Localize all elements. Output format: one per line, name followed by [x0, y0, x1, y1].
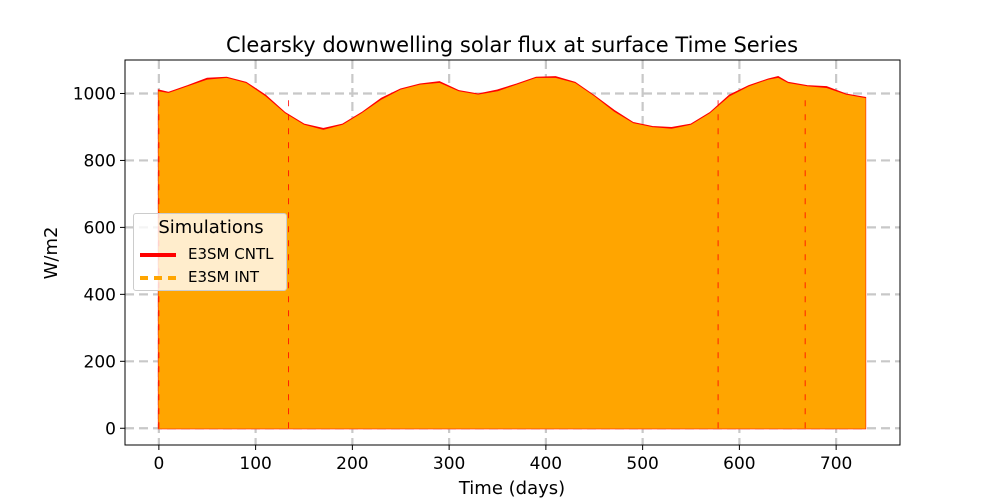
y-tick-label: 0 [105, 419, 116, 439]
x-tick-label: 700 [820, 454, 852, 474]
y-tick-label: 400 [84, 285, 116, 305]
series-e3sm-int [158, 77, 866, 429]
legend-item-e3sm-cntl: E3SM CNTL [138, 245, 286, 265]
y-tick-label: 200 [84, 352, 116, 372]
ticks: 0 100 200 300 400 500 600 700 0 200 400 600 800 1000 [73, 84, 853, 474]
series-layer [157, 76, 867, 430]
y-tick-label: 800 [84, 151, 116, 171]
x-tick-label: 400 [530, 454, 562, 474]
x-axis-label: Time (days) [458, 478, 565, 499]
legend-swatch-e3sm-int [140, 276, 176, 280]
x-tick-label: 0 [153, 454, 164, 474]
x-tick-label: 600 [723, 454, 755, 474]
x-tick-label: 200 [336, 454, 368, 474]
y-axis-label: W/m2 [41, 227, 62, 280]
legend-swatch-e3sm-cntl [140, 253, 176, 257]
x-tick-label: 500 [626, 454, 658, 474]
legend: Simulations E3SM CNTL E3SM INT [133, 213, 287, 291]
legend-item-e3sm-int: E3SM INT [138, 268, 286, 288]
x-tick-label: 100 [239, 454, 271, 474]
legend-label-e3sm-cntl: E3SM CNTL [188, 245, 274, 263]
legend-title: Simulations [158, 217, 264, 238]
y-tick-label: 600 [84, 218, 116, 238]
legend-label-e3sm-int: E3SM INT [188, 268, 260, 286]
x-tick-label: 300 [433, 454, 465, 474]
chart-title: Clearsky downwelling solar flux at surfa… [226, 33, 798, 57]
plot-frame [124, 59, 901, 446]
y-tick-label: 1000 [73, 84, 116, 104]
